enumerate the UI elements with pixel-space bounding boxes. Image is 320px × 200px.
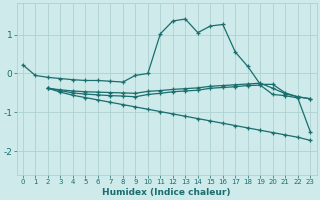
X-axis label: Humidex (Indice chaleur): Humidex (Indice chaleur) bbox=[102, 188, 231, 197]
